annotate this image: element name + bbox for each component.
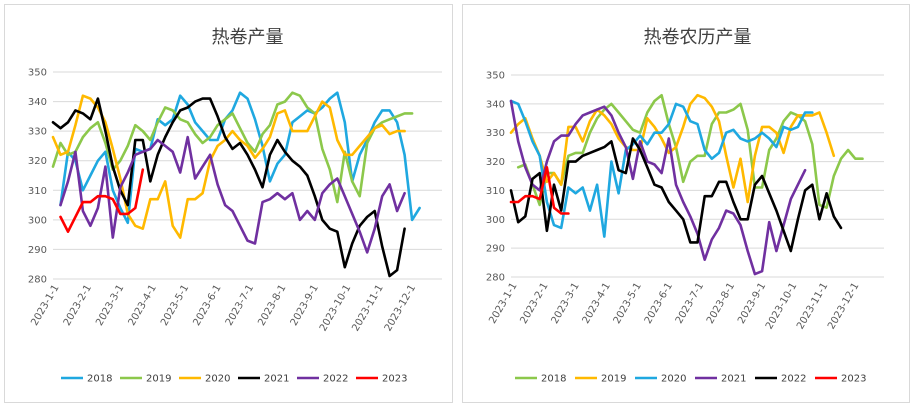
x-tick-label: 2023-12-1 <box>383 283 418 333</box>
y-tick-label: 340 <box>486 99 505 110</box>
y-tick-label: 300 <box>28 215 47 226</box>
series-line-2021 <box>51 97 406 278</box>
legend-label-2023: 2023 <box>382 374 407 385</box>
legend-label-2020: 2020 <box>205 374 230 385</box>
x-tick-label: 2023-6-1 <box>643 281 675 326</box>
y-tick-label: 290 <box>486 244 505 255</box>
x-tick-label: 2023-11-1 <box>350 283 385 333</box>
y-tick-label: 320 <box>486 157 505 168</box>
legend-label-2022: 2022 <box>323 374 348 385</box>
chart-panel-hot-coil-lunar-output: 热卷农历产量 280 290 300 310 320 330 340 350 2023-1-1 20… <box>462 4 910 403</box>
chart-svg-hot-coil-lunar-output: 热卷农历产量2802903003103203303403502023-1-120… <box>486 27 884 385</box>
y-tick-label: 310 <box>486 186 505 197</box>
series-line-2022 <box>59 135 406 254</box>
x-tick-label: 2023-4-1 <box>127 283 159 328</box>
legend-label-2018: 2018 <box>541 374 566 385</box>
series-line-2022 <box>509 137 843 253</box>
legend-label-2019: 2019 <box>146 374 171 385</box>
legend-label-2021: 2021 <box>264 374 289 385</box>
y-tick-label: 340 <box>28 97 47 108</box>
series-line-2021 <box>509 99 807 276</box>
x-tick-label: 2023-7-1 <box>224 283 256 328</box>
series-line-2020 <box>509 99 814 238</box>
y-tick-label: 330 <box>486 128 505 139</box>
y-tick-label: 350 <box>486 71 505 82</box>
y-tick-label: 290 <box>28 245 47 256</box>
y-tick-label: 280 <box>28 275 47 286</box>
x-tick-label: 2023-10-1 <box>764 281 799 331</box>
legend-label-2020: 2020 <box>661 374 686 385</box>
y-tick-label: 320 <box>28 156 47 167</box>
x-tick-label: 2023-5-1 <box>612 281 644 326</box>
x-tick-label: 2023-11-1 <box>795 281 830 331</box>
x-tick-label: 2023-2-1 <box>62 283 94 328</box>
y-tick-label: 330 <box>28 127 47 138</box>
series-line-2020 <box>51 94 406 239</box>
x-tick-label: 2023-8-1 <box>705 281 737 326</box>
y-tick-label: 310 <box>28 186 47 197</box>
legend-label-2023: 2023 <box>841 374 866 385</box>
y-tick-label: 350 <box>28 68 47 79</box>
x-tick-label: 2023-6-1 <box>191 283 223 328</box>
chart-title: 热卷产量 <box>212 27 284 48</box>
series-line-2023 <box>59 168 145 233</box>
x-tick-label: 2023-8-1 <box>256 283 288 328</box>
legend-label-2021: 2021 <box>721 374 746 385</box>
x-tick-label: 2023-1-1 <box>487 281 519 326</box>
x-tick-label: 2023-9-1 <box>289 283 321 328</box>
x-tick-label: 2023-1-1 <box>29 283 61 328</box>
x-tick-label: 2023-3-1 <box>550 281 582 326</box>
legend-label-2019: 2019 <box>601 374 626 385</box>
x-tick-label: 2023-12-1 <box>826 281 861 331</box>
x-tick-label: 2023-10-1 <box>318 283 353 333</box>
y-tick-label: 300 <box>486 215 505 226</box>
legend-label-2018: 2018 <box>87 374 112 385</box>
y-tick-label: 280 <box>486 273 505 284</box>
x-tick-label: 2023-7-1 <box>674 281 706 326</box>
series-line-2023 <box>509 166 570 215</box>
series-line-2018 <box>516 93 864 209</box>
x-tick-label: 2023-4-1 <box>581 281 613 326</box>
x-tick-label: 2023-9-1 <box>736 281 768 326</box>
series-line-2018 <box>59 91 421 225</box>
series-line-2019 <box>509 93 836 204</box>
x-tick-label: 2023-3-1 <box>94 283 126 328</box>
legend-label-2022: 2022 <box>781 374 806 385</box>
x-tick-label: 2023-2-1 <box>518 281 550 326</box>
chart-title: 热卷农历产量 <box>644 27 752 48</box>
chart-panel-hot-coil-output: 热卷产量 280 290 300 310 320 330 340 350 2023-1-1 2023… <box>4 4 453 403</box>
x-tick-label: 2023-5-1 <box>159 283 191 328</box>
